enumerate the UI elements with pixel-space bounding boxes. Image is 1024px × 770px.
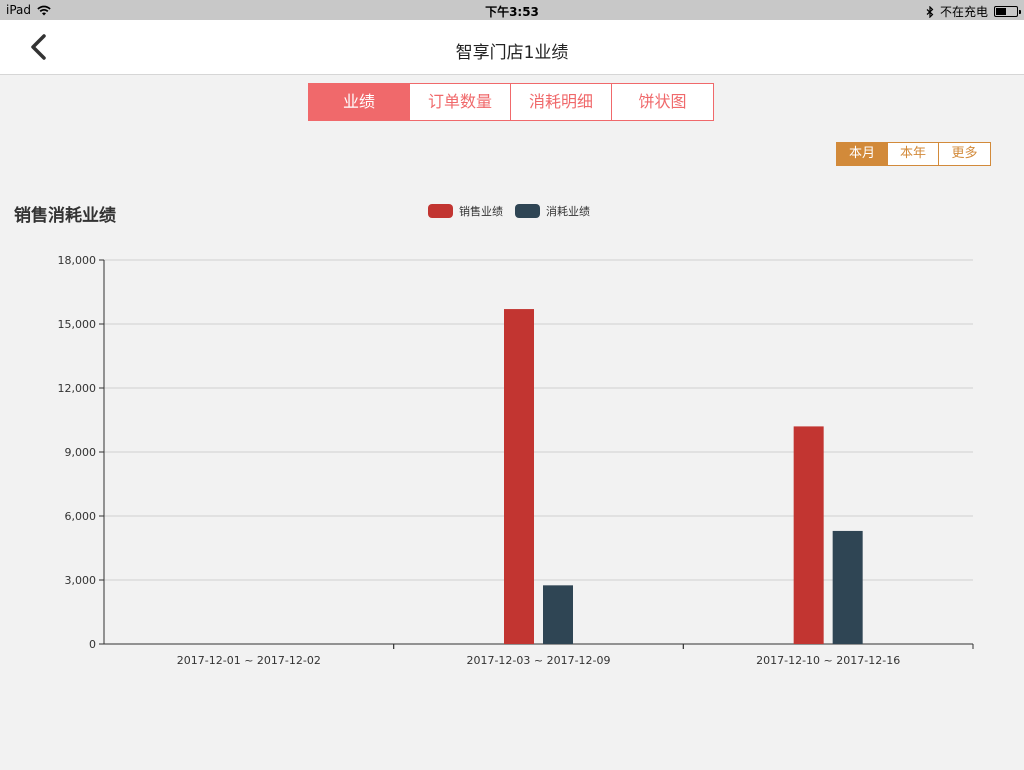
y-tick-label: 0 — [89, 638, 96, 651]
bar-sales — [504, 309, 534, 644]
legend-item-consumption[interactable]: 消耗业绩 — [515, 203, 590, 219]
bluetooth-icon — [926, 5, 934, 18]
x-tick-label: 2017-12-03 ~ 2017-12-09 — [466, 654, 610, 667]
status-right: 不在充电 — [926, 3, 1021, 20]
battery-icon — [994, 6, 1021, 17]
bar-sales — [793, 426, 824, 644]
device-name: iPad — [6, 3, 32, 17]
page-title: 智享门店1业绩 — [455, 43, 569, 63]
legend-item-sales[interactable]: 销售业绩 — [428, 203, 503, 219]
tab-consumption-detail[interactable]: 消耗明细 — [511, 84, 612, 120]
tab-order-count[interactable]: 订单数量 — [410, 84, 511, 120]
tab-performance[interactable]: 业绩 — [309, 84, 410, 120]
wifi-icon — [37, 5, 51, 15]
period-this-month[interactable]: 本月 — [837, 143, 888, 165]
x-tick-label: 2017-12-01 ~ 2017-12-02 — [177, 654, 321, 667]
y-tick-label: 6,000 — [65, 510, 97, 523]
y-tick-label: 18,000 — [58, 254, 97, 267]
bar-consumption — [832, 530, 863, 644]
bar-chart: 0 3,000 6,000 9,000 12,000 15,000 18,000 2017-1… — [58, 254, 974, 667]
legend-swatch-consumption — [515, 204, 540, 218]
legend-swatch-sales — [428, 204, 453, 218]
status-bar: iPad 下午3:53 不在充电 — [0, 0, 1024, 20]
y-tick-label: 3,000 — [65, 574, 97, 587]
status-left: iPad — [6, 3, 51, 17]
chevron-left-icon — [31, 34, 46, 60]
tab-pie-chart[interactable]: 饼状图 — [612, 84, 713, 120]
back-button[interactable] — [22, 32, 58, 64]
y-tick-label: 9,000 — [65, 446, 97, 459]
y-tick-label: 12,000 — [58, 382, 97, 395]
period-more[interactable]: 更多 — [939, 143, 990, 165]
period-tabs: 本月 本年 更多 — [836, 142, 991, 166]
charging-status: 不在充电 — [939, 5, 988, 19]
period-this-year[interactable]: 本年 — [888, 143, 939, 165]
legend-label-sales: 销售业绩 — [459, 205, 503, 218]
x-tick-label: 2017-12-10 ~ 2017-12-16 — [756, 654, 900, 667]
chart-legend: 销售业绩 消耗业绩 — [428, 203, 590, 219]
y-tick-label: 15,000 — [58, 318, 97, 331]
bar-consumption — [543, 585, 573, 644]
report-tabs: 业绩 订单数量 消耗明细 饼状图 — [308, 83, 714, 121]
chart-title: 销售消耗业绩 — [14, 206, 116, 226]
nav-bar: 智享门店1业绩 — [0, 20, 1024, 75]
legend-label-consumption: 消耗业绩 — [546, 205, 590, 218]
status-time: 下午3:53 — [485, 5, 539, 19]
